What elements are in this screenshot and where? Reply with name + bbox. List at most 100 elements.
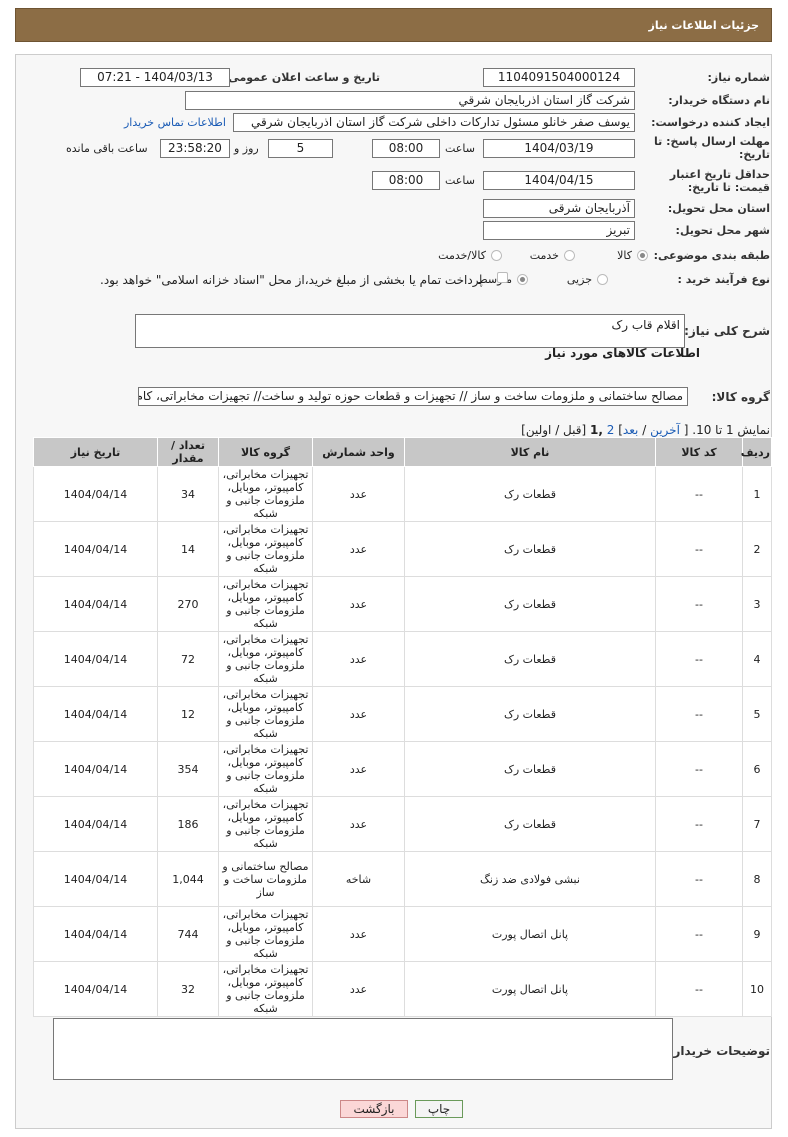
page-link[interactable]: آخرین xyxy=(650,423,680,437)
table-cell: 1404/04/14 xyxy=(33,851,158,907)
header-title: جزئیات اطلاعات نیاز xyxy=(648,19,760,32)
table-cell: عدد xyxy=(312,576,405,632)
table-cell: -- xyxy=(655,906,743,962)
page-link[interactable]: بعد xyxy=(622,423,639,437)
column-header: کد کالا xyxy=(655,437,743,467)
table-cell: 34 xyxy=(157,466,219,522)
field: 08:00 xyxy=(372,171,440,190)
table-row: 9 -- پانل اتصال پورت عدد تجهیزات مخابراتی، ک… xyxy=(33,906,772,962)
table-cell: عدد xyxy=(312,796,405,852)
text: [قبل / اولین] xyxy=(521,423,587,437)
label: طبقه بندی موضوعی: xyxy=(653,249,770,262)
table-cell: تجهیزات مخابراتی، کامپیوتر، موبایل، ملزو… xyxy=(218,521,313,577)
page-link[interactable]: 2 xyxy=(606,423,615,437)
table-row: 3 -- قطعات رک عدد تجهیزات مخابراتی، کامپیوتر… xyxy=(33,576,772,632)
field: 5 xyxy=(268,139,333,158)
table-cell: -- xyxy=(655,521,743,577)
radio-label: کالا/خدمت xyxy=(438,249,486,262)
label: نوع فرآیند خرید : xyxy=(677,273,770,286)
table-cell: -- xyxy=(655,686,743,742)
label: گروه کالا: xyxy=(711,390,770,404)
field: 08:00 xyxy=(372,139,440,158)
table-cell: 1404/04/14 xyxy=(33,631,158,687)
section-title: اطلاعات کالاهای مورد نیاز xyxy=(545,346,700,360)
label: استان محل تحویل: xyxy=(667,202,770,215)
radio[interactable] xyxy=(517,274,528,285)
table-cell: 1,044 xyxy=(157,851,219,907)
contact-link[interactable]: اطلاعات تماس خریدار xyxy=(124,116,226,129)
table-cell: 1404/04/14 xyxy=(33,906,158,962)
table-cell: تجهیزات مخابراتی، کامپیوتر، موبایل، ملزو… xyxy=(218,906,313,962)
table-row: 8 -- نبشی فولادی ضد زنگ شاخه مصالح ساختمانی … xyxy=(33,851,772,907)
column-header: ردیف xyxy=(741,437,772,467)
label: مهلت ارسال پاسخ: تا تاریخ: xyxy=(654,135,770,161)
label: ایجاد کننده درخواست: xyxy=(651,116,770,129)
table-cell: 9 xyxy=(742,906,772,962)
table-cell: تجهیزات مخابراتی، کامپیوتر، موبایل، ملزو… xyxy=(218,796,313,852)
field: 23:58:20 xyxy=(160,139,230,158)
notes-field xyxy=(53,1018,673,1080)
table-cell: قطعات رک xyxy=(404,521,656,577)
label: ساعت xyxy=(445,174,475,187)
label: نام دستگاه خریدار: xyxy=(668,94,770,107)
table-cell: 3 xyxy=(742,576,772,632)
label: تاریخ و ساعت اعلان عمومی: xyxy=(223,71,380,84)
table-cell: تجهیزات مخابراتی، کامپیوتر، موبایل، ملزو… xyxy=(218,576,313,632)
radio-label: خدمت xyxy=(529,249,559,262)
table-cell: 2 xyxy=(742,521,772,577)
table-cell: عدد xyxy=(312,906,405,962)
table-cell: عدد xyxy=(312,741,405,797)
table-cell: -- xyxy=(655,466,743,522)
print-button[interactable]: چاپ xyxy=(415,1100,463,1118)
radio[interactable] xyxy=(491,250,502,261)
field: شرکت گاز استان اذربایجان شرقي xyxy=(185,91,635,110)
label: ساعت باقی مانده xyxy=(66,142,148,155)
label: شهر محل تحویل: xyxy=(675,224,770,237)
table-cell: قطعات رک xyxy=(404,576,656,632)
table-cell: 6 xyxy=(742,741,772,797)
table-cell: 7 xyxy=(742,796,772,852)
table-cell: تجهیزات مخابراتی، کامپیوتر، موبایل، ملزو… xyxy=(218,631,313,687)
table-cell: قطعات رک xyxy=(404,466,656,522)
table-cell: عدد xyxy=(312,521,405,577)
table-cell: 354 xyxy=(157,741,219,797)
header-bar: جزئیات اطلاعات نیاز xyxy=(15,8,772,42)
table-cell: 32 xyxy=(157,961,219,1017)
table-cell: -- xyxy=(655,741,743,797)
current-page: ,1 xyxy=(590,423,603,437)
column-header: تاریخ نیاز xyxy=(33,437,158,467)
table-cell: تجهیزات مخابراتی، کامپیوتر، موبایل، ملزو… xyxy=(218,961,313,1017)
table-cell: قطعات رک xyxy=(404,686,656,742)
table-cell: قطعات رک xyxy=(404,741,656,797)
column-header: واحد شمارش xyxy=(312,437,405,467)
table-cell: 270 xyxy=(157,576,219,632)
table-cell: -- xyxy=(655,796,743,852)
table-cell: پانل اتصال پورت xyxy=(404,961,656,1017)
table-cell: -- xyxy=(655,851,743,907)
text: ] xyxy=(618,423,623,437)
table-cell: 10 xyxy=(742,961,772,1017)
table-row: 7 -- قطعات رک عدد تجهیزات مخابراتی، کامپیوتر… xyxy=(33,796,772,852)
label: شماره نیاز: xyxy=(707,71,770,84)
table-row: 6 -- قطعات رک عدد تجهیزات مخابراتی، کامپیوتر… xyxy=(33,741,772,797)
field: 1404/03/19 xyxy=(483,139,635,158)
table-cell: 4 xyxy=(742,631,772,687)
table-cell: -- xyxy=(655,576,743,632)
radio[interactable] xyxy=(564,250,575,261)
radio[interactable] xyxy=(597,274,608,285)
radio[interactable] xyxy=(637,250,648,261)
back-button[interactable]: بازگشت xyxy=(340,1100,408,1118)
label: حداقل تاریخ اعتبار قیمت: تا تاریخ: xyxy=(669,168,770,194)
table-row: 10 -- پانل اتصال پورت عدد تجهیزات مخابراتی، … xyxy=(33,961,772,1017)
table-row: 5 -- قطعات رک عدد تجهیزات مخابراتی، کامپیوتر… xyxy=(33,686,772,742)
text: نمایش 1 تا 10. [ xyxy=(683,423,770,437)
checkbox[interactable] xyxy=(497,272,508,283)
table-cell: 1404/04/14 xyxy=(33,521,158,577)
table-cell: تجهیزات مخابراتی، کامپیوتر، موبایل، ملزو… xyxy=(218,466,313,522)
table-cell: قطعات رک xyxy=(404,631,656,687)
field: یوسف صفر خانلو مسئول تدارکات داخلی شرکت … xyxy=(233,113,635,132)
radio-label: جزیی xyxy=(566,273,592,286)
table-header: ردیف کد کالا نام کالا واحد شمارش گروه کالا تع… xyxy=(33,437,772,467)
table-cell: 1404/04/14 xyxy=(33,741,158,797)
